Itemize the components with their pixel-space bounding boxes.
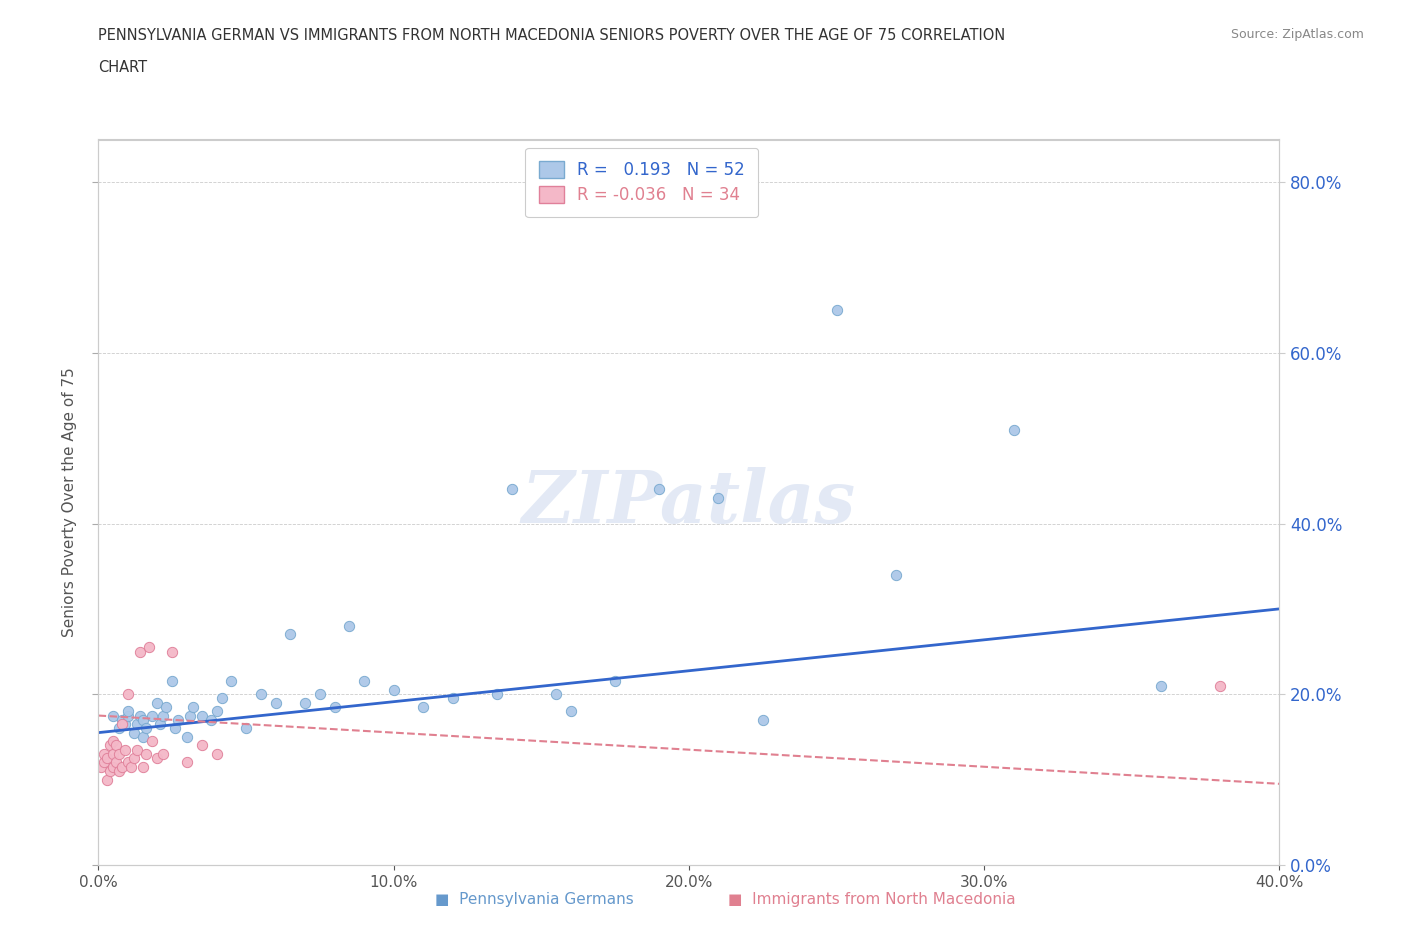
Point [825, 303, 848, 318]
Point [122, 725, 145, 740]
Point [235, 721, 257, 736]
Point [132, 729, 155, 744]
Point [751, 712, 773, 727]
Point [165, 721, 187, 736]
Point [141, 734, 163, 749]
Point [108, 764, 131, 778]
Point [176, 755, 198, 770]
Point [108, 747, 131, 762]
Point [250, 686, 273, 701]
Point [219, 674, 242, 689]
Point [323, 699, 346, 714]
Point [93, 755, 115, 770]
Point [501, 482, 523, 497]
Point [117, 755, 139, 770]
Point [152, 708, 174, 723]
Point [152, 747, 174, 762]
Point [162, 674, 183, 689]
Point [181, 699, 204, 714]
Point [155, 699, 177, 714]
Point [176, 729, 198, 744]
Point [191, 708, 214, 723]
Text: CHART: CHART [98, 60, 148, 75]
Point [93, 747, 115, 762]
Point [135, 747, 157, 762]
Point [141, 708, 163, 723]
Point [132, 759, 155, 774]
Point [108, 721, 131, 736]
Point [648, 482, 671, 497]
Point [441, 691, 464, 706]
Point [90, 759, 112, 774]
Point [149, 717, 172, 732]
Point [605, 674, 627, 689]
Point [125, 717, 148, 732]
Point [339, 618, 360, 633]
Point [382, 683, 405, 698]
Point [146, 696, 169, 711]
Point [103, 747, 125, 762]
Point [546, 686, 568, 701]
Y-axis label: Seniors Poverty Over the Age of 75: Seniors Poverty Over the Age of 75 [62, 367, 77, 637]
Text: Source: ZipAtlas.com: Source: ZipAtlas.com [1230, 28, 1364, 41]
Point [132, 712, 155, 727]
Point [111, 717, 134, 732]
Text: ■  Immigrants from North Macedonia: ■ Immigrants from North Macedonia [728, 892, 1015, 907]
Point [128, 708, 150, 723]
Text: PENNSYLVANIA GERMAN VS IMMIGRANTS FROM NORTH MACEDONIA SENIORS POVERTY OVER THE : PENNSYLVANIA GERMAN VS IMMIGRANTS FROM N… [98, 28, 1005, 43]
Point [111, 712, 134, 727]
Point [103, 759, 125, 774]
Point [264, 696, 287, 711]
Point [96, 751, 118, 765]
Point [96, 772, 118, 787]
Point [105, 738, 128, 753]
Text: ■  Pennsylvania Germans: ■ Pennsylvania Germans [434, 892, 634, 907]
Point [1002, 422, 1025, 437]
Point [1209, 678, 1232, 693]
Point [135, 721, 157, 736]
Point [103, 708, 125, 723]
Point [128, 644, 150, 659]
Point [309, 686, 332, 701]
Point [103, 734, 125, 749]
Point [111, 759, 134, 774]
Point [167, 712, 190, 727]
Point [162, 644, 183, 659]
Point [120, 759, 142, 774]
Point [125, 742, 148, 757]
Point [884, 567, 907, 582]
Point [353, 674, 375, 689]
Point [211, 691, 233, 706]
Point [179, 708, 201, 723]
Point [105, 755, 128, 770]
Text: ZIPatlas: ZIPatlas [522, 467, 856, 538]
Point [205, 747, 228, 762]
Point [114, 742, 136, 757]
Point [98, 738, 121, 753]
Point [560, 704, 582, 719]
Point [138, 640, 160, 655]
Point [278, 627, 302, 642]
Point [117, 704, 139, 719]
Point [1150, 678, 1173, 693]
Point [294, 696, 316, 711]
Point [191, 738, 214, 753]
Point [200, 712, 222, 727]
Point [146, 751, 169, 765]
Point [486, 686, 509, 701]
Point [117, 708, 139, 723]
Legend: R =   0.193   N = 52, R = -0.036   N = 34: R = 0.193 N = 52, R = -0.036 N = 34 [526, 148, 758, 218]
Point [98, 764, 121, 778]
Point [412, 699, 434, 714]
Point [122, 751, 145, 765]
Point [707, 490, 730, 505]
Point [114, 717, 136, 732]
Point [205, 704, 228, 719]
Point [117, 686, 139, 701]
